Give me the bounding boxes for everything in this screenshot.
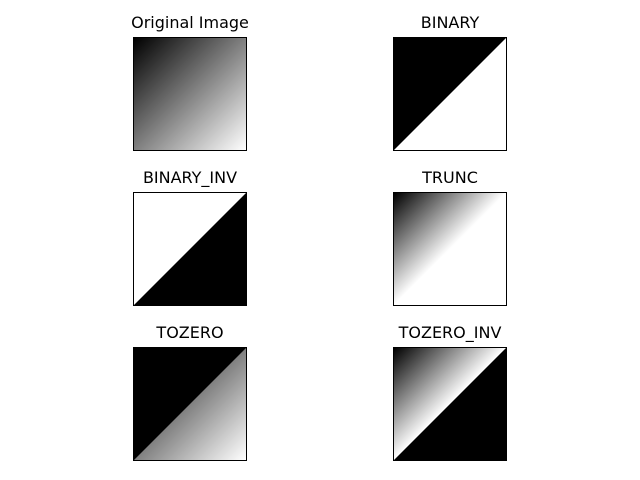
image-canvas-tozero-inv <box>393 347 507 461</box>
image-canvas-binary-inv <box>133 192 247 306</box>
panel-title: BINARY <box>420 13 480 32</box>
tozero-inverse-threshold-image <box>394 348 506 460</box>
image-canvas-original <box>133 37 247 151</box>
panel-title: TRUNC <box>422 168 478 187</box>
tozero-threshold-image <box>134 348 246 460</box>
panel-title: Original Image <box>131 13 249 32</box>
truncated-threshold-image <box>394 193 506 305</box>
binary-threshold-image <box>394 38 506 150</box>
original-gradient-image <box>134 38 246 150</box>
image-canvas-trunc <box>393 192 507 306</box>
panel-title: BINARY_INV <box>142 168 238 187</box>
binary-inverse-threshold-image <box>134 193 246 305</box>
image-canvas-tozero <box>133 347 247 461</box>
panel-title: TOZERO <box>156 323 224 342</box>
panel-title: TOZERO_INV <box>398 323 502 342</box>
image-canvas-binary <box>393 37 507 151</box>
